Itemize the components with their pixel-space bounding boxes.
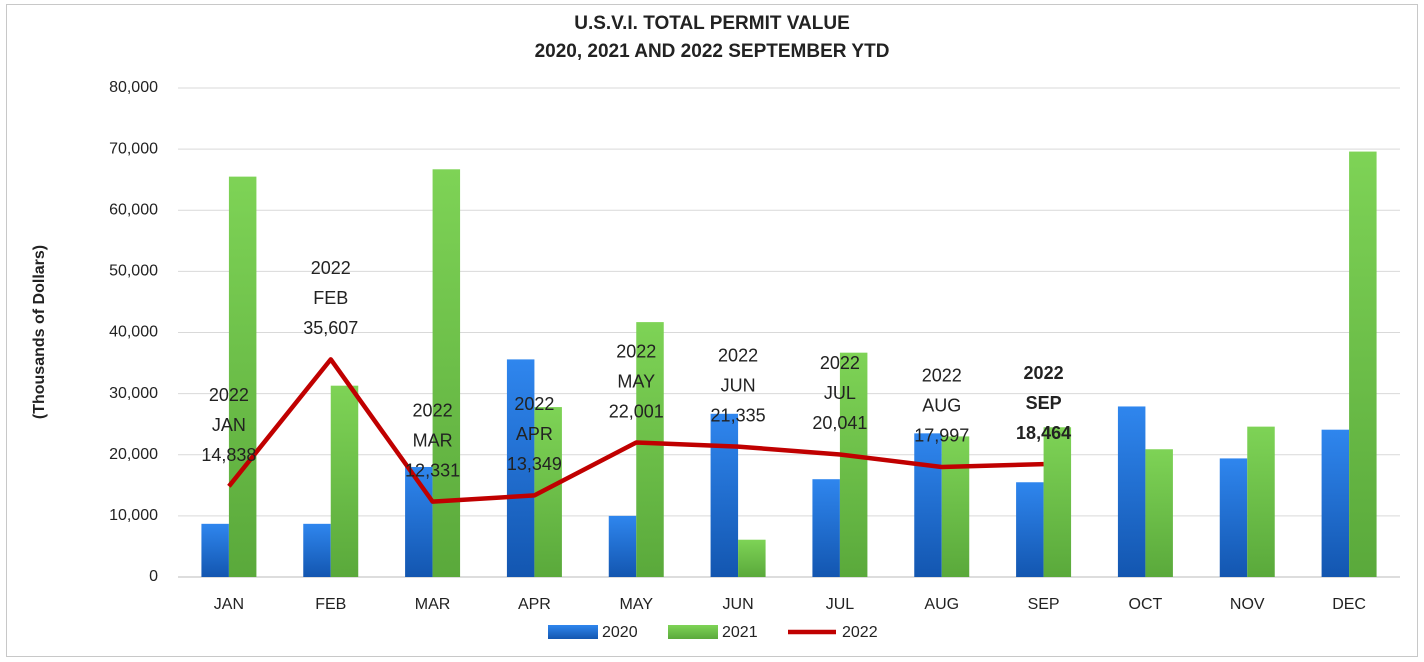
legend-label: 2020 — [602, 624, 638, 641]
data-label: JAN — [212, 415, 246, 435]
y-tick-label: 60,000 — [109, 201, 158, 218]
y-tick-label: 40,000 — [109, 324, 158, 341]
bar — [303, 523, 331, 577]
data-label: 20,041 — [812, 413, 867, 433]
data-label: 2022 — [311, 258, 351, 278]
data-label: 2022 — [209, 385, 249, 405]
y-tick-label: 0 — [149, 568, 158, 585]
bar — [1145, 449, 1173, 577]
bar — [432, 169, 461, 577]
data-label: 18,464 — [1016, 423, 1071, 443]
data-label: 2022 — [1024, 363, 1064, 383]
data-label: 2022 — [922, 366, 962, 386]
data-label: 13,349 — [507, 454, 562, 474]
data-label: 17,997 — [914, 426, 969, 446]
data-label: 14,838 — [201, 445, 256, 465]
y-tick-label: 20,000 — [109, 446, 158, 463]
bar — [914, 433, 942, 577]
legend-label: 2022 — [842, 624, 878, 641]
y-tick-label: 80,000 — [109, 79, 158, 96]
data-label: 2022 — [820, 353, 860, 373]
x-tick-label: FEB — [315, 596, 346, 613]
bar — [1219, 458, 1248, 577]
legend-swatch — [548, 625, 598, 639]
bar — [1043, 427, 1072, 577]
line-2022 — [227, 357, 1044, 504]
data-label: 35,607 — [303, 318, 358, 338]
y-tick-label: 10,000 — [109, 507, 158, 524]
x-tick-label: JAN — [214, 596, 244, 613]
bar — [1247, 426, 1275, 577]
data-label: AUG — [922, 396, 961, 416]
x-tick-label: JUN — [723, 596, 754, 613]
bar — [228, 176, 257, 577]
chart-subtitle: 2020, 2021 AND 2022 SEPTEMBER YTD — [535, 41, 890, 62]
data-label: MAR — [413, 430, 453, 450]
bar — [506, 359, 535, 577]
x-tick-label: SEP — [1028, 596, 1060, 613]
data-label: APR — [516, 424, 553, 444]
x-tick-label: DEC — [1332, 596, 1366, 613]
bar — [839, 352, 868, 577]
data-label: MAY — [617, 371, 655, 391]
x-tick-label: NOV — [1230, 596, 1265, 613]
bar — [636, 322, 664, 577]
x-tick-label: AUG — [924, 596, 959, 613]
data-label: 2022 — [514, 394, 554, 414]
legend-swatch — [668, 625, 718, 639]
data-label: 12,331 — [405, 460, 460, 480]
bar — [710, 413, 739, 577]
legend-label: 2021 — [722, 624, 758, 641]
y-tick-label: 30,000 — [109, 385, 158, 402]
bar — [1321, 429, 1350, 577]
data-label: 21,335 — [711, 405, 766, 425]
x-tick-label: JUL — [826, 596, 855, 613]
bar — [1016, 482, 1044, 577]
data-label: 2022 — [718, 345, 758, 365]
bar — [1349, 151, 1377, 577]
data-label: SEP — [1026, 393, 1062, 413]
bar — [608, 515, 637, 577]
data-label: JUN — [721, 375, 756, 395]
x-tick-label: APR — [518, 596, 551, 613]
x-tick-label: MAY — [620, 596, 654, 613]
data-label: 22,001 — [609, 401, 664, 421]
data-label: 2022 — [413, 400, 453, 420]
data-label: FEB — [313, 288, 348, 308]
bar — [738, 539, 766, 577]
x-tick-label: MAR — [415, 596, 451, 613]
y-tick-label: 70,000 — [109, 140, 158, 157]
bar — [941, 436, 970, 577]
bar — [330, 385, 359, 577]
bar — [201, 523, 229, 577]
bar — [1117, 406, 1146, 577]
y-tick-label: 50,000 — [109, 263, 158, 280]
bar — [812, 479, 840, 577]
y-axis-label: (Thousands of Dollars) — [31, 245, 48, 419]
data-label: JUL — [824, 383, 856, 403]
x-tick-label: OCT — [1129, 596, 1163, 613]
data-label: 2022 — [616, 341, 656, 361]
chart-title: U.S.V.I. TOTAL PERMIT VALUE — [574, 13, 850, 34]
